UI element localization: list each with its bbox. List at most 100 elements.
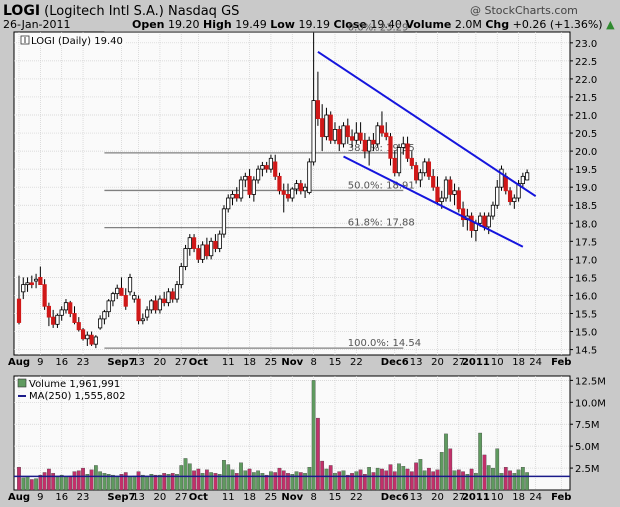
candle-body [221, 208, 227, 235]
candle-body [68, 302, 73, 314]
volume-y-tick-label: 2.5M [575, 464, 600, 475]
volume-bar [328, 465, 333, 491]
candle-body [448, 179, 453, 195]
candle-body [55, 314, 60, 325]
x-tick-label: Aug [8, 492, 30, 503]
open-value: 19.20 [168, 18, 200, 31]
price-y-tick-label: 19.0 [575, 183, 597, 194]
volume-bar [21, 477, 26, 491]
low-value: 19.19 [298, 18, 330, 31]
candle-body [63, 302, 69, 311]
chg-up-icon: ▲ [606, 18, 615, 31]
high-value: 19.49 [235, 18, 267, 31]
candle-body [72, 313, 77, 323]
trend-channel [317, 51, 537, 248]
x-tick-label: 13 [132, 357, 145, 368]
candle-body [59, 309, 64, 316]
volume-bar [380, 468, 384, 491]
candle-body [478, 215, 483, 224]
candle-body [162, 298, 167, 304]
volume-bar [251, 472, 256, 491]
volume-bar [486, 465, 491, 491]
volume-bar [17, 467, 21, 491]
candle-body [191, 237, 197, 249]
volume-bar [431, 471, 436, 491]
stockcharts-watermark[interactable]: @ StockCharts.com [470, 4, 578, 17]
volume-bar [316, 417, 320, 491]
volume-bar [136, 471, 141, 491]
candle-body [85, 334, 90, 340]
candle-body [414, 165, 419, 181]
volume-bar [409, 471, 414, 491]
volume-bars [17, 380, 529, 491]
price-legend-box [20, 34, 126, 46]
candle-body [16, 298, 22, 323]
volume-bar [350, 473, 354, 491]
volume-bar [367, 467, 371, 491]
price-y-tick-label: 15.5 [575, 309, 597, 320]
volume-bar [213, 473, 218, 491]
x-tick-label: Dec6 [381, 357, 409, 368]
candle-body [349, 136, 355, 141]
price-y-tick-label: 23.0 [575, 39, 597, 50]
candle-body [460, 208, 466, 221]
volume-bar [474, 473, 478, 491]
volume-bar [42, 472, 47, 491]
volume-bar [234, 473, 239, 491]
volume-bar [294, 471, 299, 491]
x-tick-label: 15 [329, 492, 342, 503]
price-y-tick-label: 21.0 [575, 111, 597, 122]
candle-body [345, 125, 350, 138]
candle-body [490, 204, 496, 217]
volume-bar [162, 473, 167, 491]
volume-bar [363, 474, 367, 491]
chg-label: Chg [485, 18, 510, 31]
price-legend: LOGI (Daily) 19.40 [20, 34, 126, 47]
candle-body [456, 190, 461, 210]
volume-bar [303, 473, 307, 491]
x-tick-label: 16 [55, 492, 68, 503]
x-tick-label: 2011 [462, 492, 490, 503]
volume-bar [337, 471, 342, 491]
candle-body [396, 147, 402, 174]
volume-bar [158, 474, 162, 491]
volume-bar [132, 475, 137, 491]
x-tick-label: Nov [281, 357, 303, 368]
price-y-tick-label: 18.0 [575, 219, 597, 230]
x-tick-label: Feb [551, 492, 571, 503]
volume-bar [307, 467, 312, 491]
x-tick-label: 18 [243, 357, 256, 368]
candle-body [25, 282, 30, 286]
candle-body [38, 277, 43, 286]
candle-body [183, 248, 188, 267]
x-tick-label: 22 [350, 357, 363, 368]
volume-bar [333, 473, 337, 491]
volume-bar [341, 470, 346, 491]
volume-bar [170, 473, 175, 491]
volume-bar [175, 474, 179, 491]
candle-body [409, 157, 414, 166]
volume-bar [205, 469, 209, 491]
candle-body [482, 215, 487, 228]
price-legend-text: LOGI (Daily) 19.40 [31, 36, 123, 47]
candle-body [375, 125, 380, 145]
candle-body [358, 132, 363, 141]
candle-body [273, 161, 278, 177]
volume-bar [200, 473, 205, 491]
volume-bar [34, 478, 38, 491]
price-y-tick-label: 17.0 [575, 255, 597, 266]
volume-bar [72, 471, 77, 491]
volume-bar [123, 472, 128, 491]
candle-body [512, 197, 517, 203]
x-tick-label: 27 [175, 492, 188, 503]
volume-bar [55, 475, 60, 491]
candle-body [435, 186, 440, 203]
volume-bar [465, 474, 470, 491]
volume-bar [192, 470, 196, 491]
candle-body [294, 183, 299, 190]
fibonacci-retracement: 0.0%: 23.29 38.2%: 19.95 50.0%: 18.91 61.8%… [104, 22, 421, 349]
volume-bar [358, 469, 363, 491]
volume-bar [140, 474, 145, 491]
title-line: LOGI (Logitech Intl S.A.) Nasdaq GS [3, 3, 239, 19]
x-tick-label: 11 [222, 357, 235, 368]
